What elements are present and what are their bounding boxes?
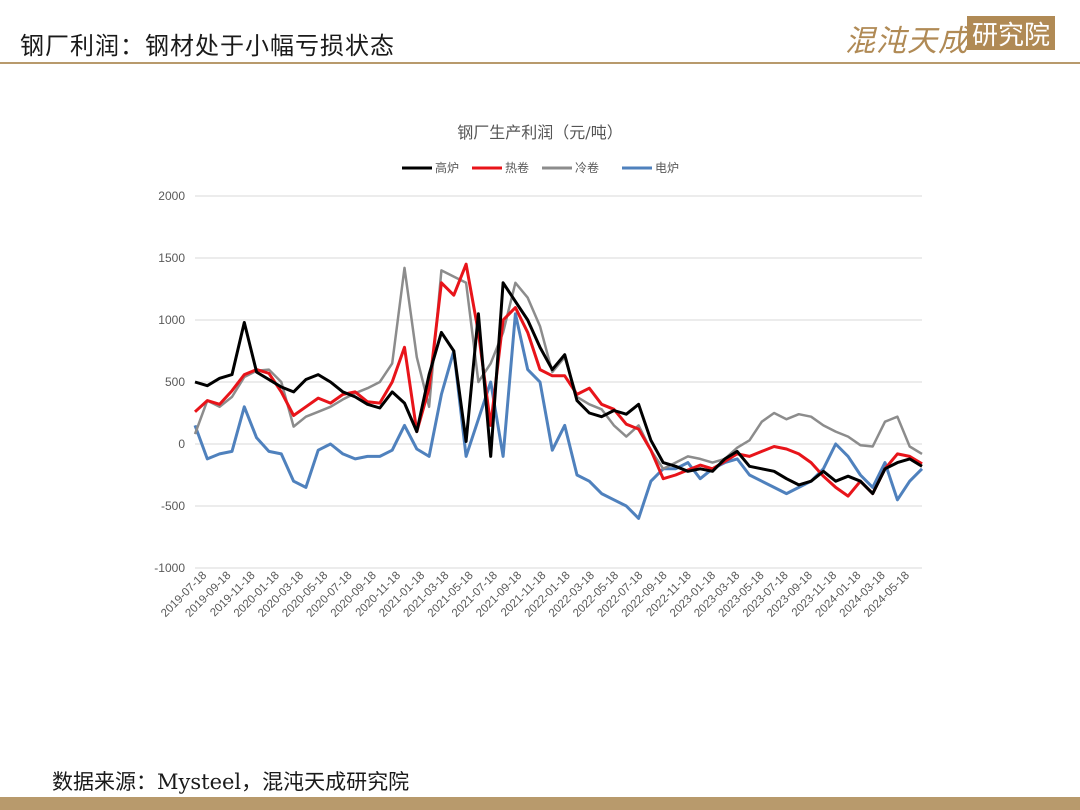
plot-area <box>193 262 924 520</box>
header-rule <box>0 62 1080 64</box>
y-tick-label: -500 <box>161 499 185 513</box>
y-tick-label: 1000 <box>158 313 185 327</box>
y-tick-label: 1500 <box>158 251 185 265</box>
y-axis: 2000 1500 1000 500 0 -500 -1000 <box>154 189 185 575</box>
legend-label: 冷卷 <box>575 160 599 175</box>
chart-legend: 高炉 热卷 冷卷 电炉 <box>402 160 679 175</box>
legend-label: 高炉 <box>435 160 459 175</box>
y-tick-label: 2000 <box>158 189 185 203</box>
legend-label: 电炉 <box>655 161 679 175</box>
x-axis: 2019-07-182019-09-182019-11-182020-01-18… <box>159 570 912 620</box>
series-line-2 <box>193 266 923 471</box>
slide-header: 钢厂利润：钢材处于小幅亏损状态 混沌天成 研究院 <box>0 0 1080 64</box>
series-line-1 <box>193 262 923 498</box>
source-note: 数据来源：Mysteel，混沌天成研究院 <box>52 770 410 794</box>
logo-box: 研究院 <box>967 16 1055 51</box>
legend-label: 热卷 <box>505 160 529 175</box>
y-tick-label: -1000 <box>154 561 185 575</box>
series-line-0 <box>194 281 923 496</box>
logo-text: 混沌天成 <box>845 24 969 59</box>
y-tick-label: 0 <box>178 437 185 451</box>
chart-title: 钢厂生产利润（元/吨） <box>457 123 622 142</box>
footer-bar <box>0 797 1080 810</box>
brand-logo: 混沌天成 研究院 <box>845 14 1060 59</box>
chart: 钢厂生产利润（元/吨） 高炉 热卷 冷卷 电炉 2000 1500 1000 500 0 -50… <box>154 123 924 620</box>
y-tick-label: 500 <box>165 375 185 389</box>
chart-grid <box>195 195 922 569</box>
series-line-3 <box>193 312 924 520</box>
slide-title: 钢厂利润：钢材处于小幅亏损状态 <box>20 32 395 60</box>
